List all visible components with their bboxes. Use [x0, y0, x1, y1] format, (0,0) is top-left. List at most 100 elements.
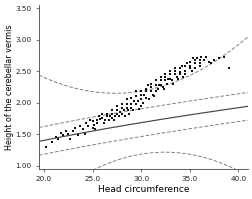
Point [116, 115, 120, 118]
Point [134, 95, 138, 98]
Point [182, 69, 186, 73]
Point [139, 90, 143, 93]
Point [129, 96, 133, 99]
Point [137, 107, 141, 110]
Point [203, 56, 207, 59]
Point [111, 119, 115, 122]
Point [199, 56, 203, 59]
Point [136, 100, 140, 103]
Point [190, 57, 194, 60]
Point [146, 98, 150, 101]
Point [168, 77, 172, 80]
Point [117, 110, 121, 114]
Point [134, 102, 138, 105]
Point [163, 73, 167, 76]
X-axis label: Head circumference: Head circumference [98, 185, 188, 194]
Point [126, 108, 130, 112]
Point [83, 121, 87, 124]
Point [90, 126, 94, 129]
Point [141, 101, 145, 104]
Point [98, 117, 102, 121]
Point [166, 77, 170, 80]
Point [56, 138, 60, 141]
Point [189, 69, 193, 73]
Point [110, 108, 114, 112]
Point [161, 87, 165, 90]
Point [148, 82, 152, 85]
Point [124, 102, 128, 105]
Point [97, 115, 101, 118]
Point [177, 66, 181, 69]
Point [143, 87, 147, 90]
Point [192, 62, 196, 65]
Point [114, 112, 118, 115]
Point [221, 56, 225, 59]
Point [168, 69, 172, 73]
Point [197, 64, 201, 68]
Y-axis label: Height of the cerebellar vermis: Height of the cerebellar vermis [5, 24, 14, 149]
Point [78, 125, 82, 128]
Point [49, 140, 53, 143]
Point [139, 98, 143, 101]
Point [187, 60, 191, 63]
Point [139, 104, 143, 107]
Point [95, 121, 99, 124]
Point [172, 66, 176, 69]
Point [103, 119, 107, 122]
Point [202, 58, 206, 61]
Point [112, 115, 116, 118]
Point [158, 76, 162, 79]
Point [87, 119, 91, 122]
Point [151, 95, 155, 98]
Point [216, 57, 220, 60]
Point [66, 133, 70, 136]
Point [158, 83, 162, 87]
Point [182, 64, 186, 68]
Point [105, 112, 109, 115]
Point [184, 62, 188, 65]
Point [141, 93, 145, 97]
Point [192, 66, 196, 69]
Point [197, 58, 201, 61]
Point [153, 79, 157, 82]
Point [100, 112, 104, 115]
Point [129, 102, 133, 105]
Point [163, 79, 167, 82]
Point [206, 60, 210, 63]
Point [170, 79, 174, 82]
Point [102, 121, 106, 124]
Point [148, 90, 152, 93]
Point [171, 82, 175, 85]
Point [180, 76, 184, 79]
Point [187, 64, 191, 68]
Point [93, 127, 97, 131]
Point [211, 58, 215, 61]
Point [194, 57, 198, 60]
Point [160, 85, 164, 88]
Point [114, 108, 118, 112]
Point [82, 133, 86, 136]
Point [177, 71, 181, 74]
Point [139, 93, 143, 97]
Point [44, 145, 48, 148]
Point [153, 83, 157, 87]
Point [119, 102, 123, 105]
Point [76, 134, 80, 137]
Point [95, 119, 99, 122]
Point [122, 115, 126, 118]
Point [110, 112, 114, 115]
Point [134, 90, 138, 93]
Point [163, 76, 167, 79]
Point [131, 108, 135, 112]
Point [59, 131, 63, 134]
Point [158, 79, 162, 82]
Point [80, 127, 84, 131]
Point [105, 115, 109, 118]
Point [155, 87, 159, 90]
Point [208, 62, 212, 65]
Point [148, 85, 152, 88]
Point [179, 64, 183, 68]
Point [119, 106, 123, 109]
Point [61, 134, 65, 137]
Point [145, 83, 149, 87]
